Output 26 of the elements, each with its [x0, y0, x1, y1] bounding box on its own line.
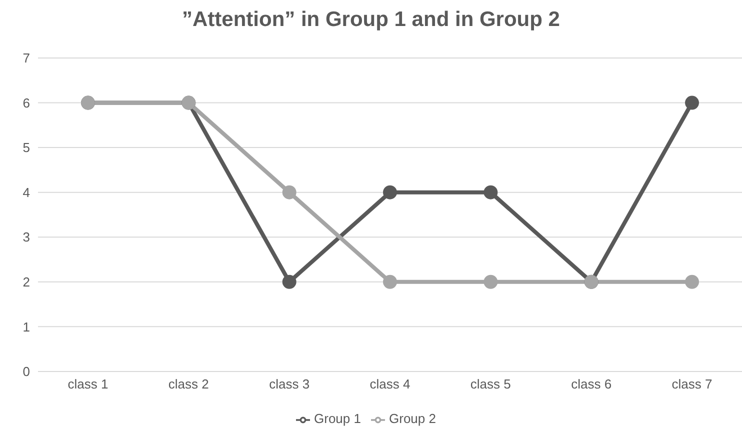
- y-tick-label: 3: [22, 230, 30, 245]
- point: [282, 185, 296, 200]
- point: [484, 185, 498, 200]
- x-tick-label: class 3: [269, 376, 310, 392]
- x-tick-label: class 6: [571, 376, 612, 392]
- y-tick-label: 6: [22, 95, 30, 110]
- y-tick-label: 5: [22, 140, 30, 156]
- x-tick-label: class 1: [68, 376, 108, 392]
- point: [383, 274, 397, 289]
- legend-label: Group 1: [314, 411, 361, 426]
- x-tick-label: class 7: [672, 376, 712, 392]
- x-tick-label: class 5: [470, 376, 511, 392]
- y-tick-label: 2: [22, 274, 30, 290]
- y-tick-label: 1: [22, 319, 30, 334]
- chart-title: ”Attention” in Group 1 and in Group 2: [181, 8, 561, 32]
- y-tick-label: 0: [22, 364, 30, 380]
- point: [685, 274, 699, 289]
- point: [282, 274, 296, 289]
- y-tick-label: 7: [22, 50, 30, 66]
- point: [383, 185, 397, 200]
- x-tick-label: class 2: [168, 376, 209, 392]
- y-tick-label: 4: [22, 184, 30, 200]
- legend-label: Group 2: [389, 411, 436, 426]
- x-tick-label: class 4: [370, 376, 410, 392]
- point: [484, 274, 498, 289]
- point: [685, 96, 699, 110]
